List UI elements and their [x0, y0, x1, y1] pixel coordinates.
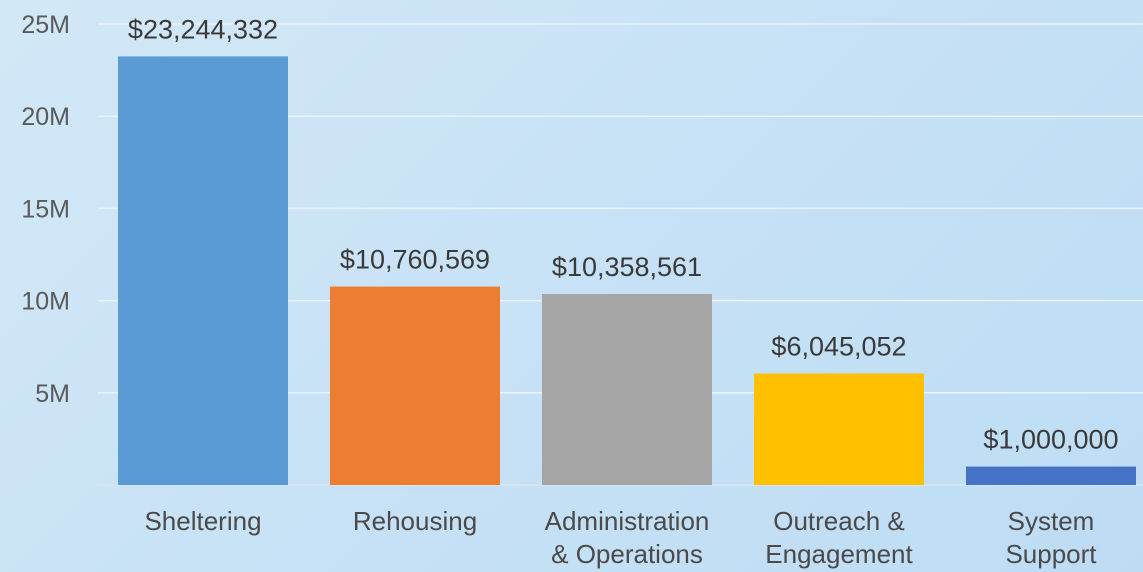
bars	[118, 56, 1136, 486]
data-label: $10,358,561	[552, 252, 702, 282]
data-label: $6,045,052	[771, 332, 906, 362]
y-tick-label: 10M	[21, 288, 70, 316]
data-label: $10,760,569	[340, 245, 490, 275]
data-label: $23,244,332	[128, 14, 278, 44]
y-tick-label: 25M	[21, 11, 70, 39]
bar	[330, 286, 500, 485]
bar	[754, 373, 924, 485]
category-label-line: Sheltering	[144, 506, 261, 536]
category-label-line: System	[1008, 506, 1095, 536]
category-label-line: Engagement	[765, 539, 913, 569]
data-labels: $23,244,332 $10,760,569 $10,358,561 $6,045,…	[128, 14, 1119, 454]
category-label-line: Support	[1005, 539, 1097, 569]
bar	[542, 293, 712, 485]
category-label: Sheltering	[144, 506, 261, 536]
category-label-line: Outreach &	[773, 506, 905, 536]
y-tick-label: 20M	[21, 103, 70, 131]
category-label-line: & Operations	[551, 539, 703, 569]
category-label-line: Administration	[545, 506, 710, 536]
y-axis-ticks: 5M 10M 15M 20M 25M	[21, 11, 70, 408]
y-tick-label: 5M	[35, 380, 70, 408]
category-label: Rehousing	[353, 506, 477, 536]
category-label: System Support	[1005, 506, 1097, 569]
category-label-line: Rehousing	[353, 506, 477, 536]
category-labels: Sheltering Rehousing Administration & Opera…	[144, 506, 1097, 569]
data-label: $1,000,000	[983, 425, 1118, 455]
category-label: Administration & Operations	[545, 506, 710, 569]
category-label: Outreach & Engagement	[765, 506, 913, 569]
bar	[966, 466, 1136, 485]
y-tick-label: 15M	[21, 195, 70, 223]
bar	[118, 56, 288, 486]
